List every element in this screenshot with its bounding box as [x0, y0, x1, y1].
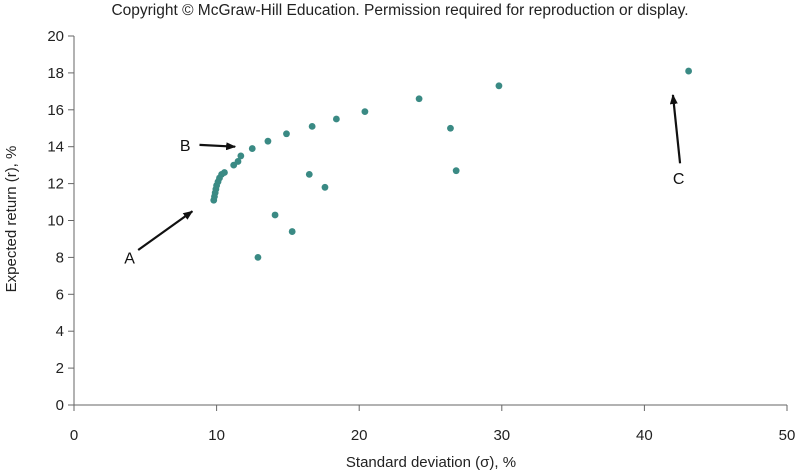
annotations: A B C [124, 94, 685, 267]
data-point [254, 254, 262, 261]
x-axis-title: Standard deviation (σ), % [346, 454, 516, 471]
data-point [685, 67, 693, 75]
x-tick-label: 10 [208, 427, 225, 444]
data-point [221, 169, 228, 176]
x-tick-label: 50 [779, 427, 796, 444]
data-point [332, 115, 340, 123]
annotation-label-b: B [180, 138, 191, 155]
data-point [495, 82, 503, 90]
y-tick-label: 18 [47, 65, 64, 82]
axes: 0 2 4 6 8 10 12 14 16 18 20 0 10 20 30 40 50 [47, 28, 795, 444]
y-tick-label: 4 [56, 323, 64, 340]
data-points [210, 67, 693, 261]
y-tick-label: 2 [56, 360, 64, 377]
data-point [447, 124, 454, 132]
data-point [264, 137, 272, 145]
y-tick-label: 0 [56, 397, 64, 414]
y-tick-label: 12 [47, 176, 64, 193]
annotation-label-a: A [124, 250, 135, 267]
data-point [288, 228, 296, 235]
data-point [271, 211, 279, 219]
annotation-label-c: C [673, 171, 685, 188]
data-point [305, 170, 313, 178]
data-point [308, 123, 316, 130]
annotation-arrow-a [137, 210, 194, 251]
x-tick-label: 30 [493, 427, 510, 444]
y-tick-label: 20 [47, 28, 64, 45]
data-point [361, 108, 369, 116]
annotation-arrow-b [199, 142, 237, 151]
data-point [283, 130, 290, 138]
y-tick-label: 16 [47, 102, 64, 119]
x-tick-label: 20 [351, 427, 368, 444]
y-tick-label: 14 [47, 139, 64, 156]
y-axis-title: Expected return (r), % [3, 146, 20, 293]
data-point [237, 152, 245, 160]
copyright-notice: Copyright © McGraw-Hill Education. Permi… [111, 2, 689, 19]
y-tick-label: 8 [56, 249, 64, 266]
annotation-arrow-c [669, 94, 682, 164]
x-tick-label: 40 [636, 427, 653, 444]
data-point [234, 158, 242, 165]
data-point [452, 167, 460, 175]
data-point [248, 145, 256, 152]
data-point [321, 183, 329, 191]
y-tick-label: 10 [47, 213, 64, 230]
x-tick-label: 0 [70, 427, 78, 444]
y-tick-label: 6 [56, 286, 64, 303]
data-point [415, 95, 423, 103]
